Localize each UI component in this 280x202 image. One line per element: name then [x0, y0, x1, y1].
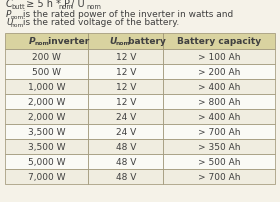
Text: 500 W: 500 W: [32, 68, 61, 77]
Bar: [163, 95, 275, 109]
Text: ≥ 5 h * P: ≥ 5 h * P: [23, 0, 70, 9]
Text: 48 V: 48 V: [116, 142, 136, 151]
Bar: [163, 109, 275, 124]
Text: > 800 Ah: > 800 Ah: [198, 98, 240, 106]
Text: nom: nom: [86, 4, 101, 10]
Text: nom: nom: [11, 23, 24, 28]
Bar: [88, 80, 163, 95]
Bar: [88, 50, 163, 65]
Bar: [5, 124, 88, 139]
Text: nom: nom: [34, 41, 49, 46]
Bar: [88, 65, 163, 80]
Text: 2,000 W: 2,000 W: [28, 98, 65, 106]
Bar: [88, 95, 163, 109]
Text: 2,000 W: 2,000 W: [28, 113, 65, 121]
Text: > 400 Ah: > 400 Ah: [198, 83, 240, 92]
Bar: [163, 169, 275, 184]
Bar: [163, 124, 275, 139]
Bar: [163, 65, 275, 80]
Text: nom: nom: [58, 4, 73, 10]
Text: 5,000 W: 5,000 W: [28, 157, 65, 166]
Text: 48 V: 48 V: [116, 172, 136, 181]
Bar: [88, 124, 163, 139]
Text: > 100 Ah: > 100 Ah: [198, 53, 240, 62]
Text: 12 V: 12 V: [116, 98, 136, 106]
Bar: [5, 65, 88, 80]
Text: P: P: [29, 37, 35, 46]
Bar: [5, 50, 88, 65]
Bar: [88, 34, 163, 50]
Text: 12 V: 12 V: [116, 83, 136, 92]
Bar: [163, 139, 275, 154]
Text: > 700 Ah: > 700 Ah: [198, 127, 240, 136]
Text: P: P: [6, 10, 11, 19]
Text: > 500 Ah: > 500 Ah: [198, 157, 240, 166]
Bar: [5, 139, 88, 154]
Text: nom: nom: [11, 15, 24, 20]
Text: is the rated power of the inverter in watts and: is the rated power of the inverter in wa…: [20, 10, 234, 19]
Text: U: U: [110, 37, 117, 46]
Text: 3,500 W: 3,500 W: [28, 142, 65, 151]
Text: Battery capacity: Battery capacity: [177, 37, 261, 46]
Bar: [163, 34, 275, 50]
Bar: [5, 80, 88, 95]
Bar: [5, 109, 88, 124]
Text: 200 W: 200 W: [32, 53, 61, 62]
Bar: [5, 34, 88, 50]
Text: 48 V: 48 V: [116, 157, 136, 166]
Text: 1,000 W: 1,000 W: [28, 83, 65, 92]
Bar: [5, 154, 88, 169]
Text: 3,500 W: 3,500 W: [28, 127, 65, 136]
Bar: [88, 169, 163, 184]
Bar: [163, 80, 275, 95]
Text: 24 V: 24 V: [116, 127, 136, 136]
Text: 12 V: 12 V: [116, 68, 136, 77]
Text: inverter: inverter: [45, 37, 89, 46]
Bar: [163, 50, 275, 65]
Bar: [5, 95, 88, 109]
Text: C: C: [6, 0, 13, 9]
Bar: [88, 154, 163, 169]
Bar: [88, 139, 163, 154]
Text: / U: / U: [68, 0, 85, 9]
Bar: [163, 154, 275, 169]
Text: nom: nom: [115, 41, 130, 46]
Text: U: U: [6, 18, 13, 27]
Text: > 200 Ah: > 200 Ah: [198, 68, 240, 77]
Bar: [88, 109, 163, 124]
Text: 7,000 W: 7,000 W: [28, 172, 65, 181]
Text: 12 V: 12 V: [116, 53, 136, 62]
Bar: [5, 169, 88, 184]
Text: 24 V: 24 V: [116, 113, 136, 121]
Text: > 700 Ah: > 700 Ah: [198, 172, 240, 181]
Text: > 350 Ah: > 350 Ah: [198, 142, 240, 151]
Text: battery: battery: [125, 37, 166, 46]
Text: > 400 Ah: > 400 Ah: [198, 113, 240, 121]
Text: butt: butt: [11, 4, 25, 10]
Text: is the rated voltage of the battery.: is the rated voltage of the battery.: [20, 18, 180, 27]
